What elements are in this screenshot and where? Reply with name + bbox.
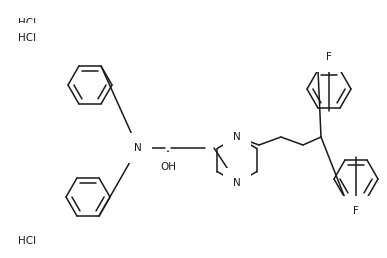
Text: F: F	[353, 206, 359, 216]
Text: F: F	[326, 52, 332, 62]
Text: HCl: HCl	[18, 236, 36, 246]
Text: OH: OH	[160, 162, 176, 172]
Text: N: N	[233, 132, 241, 142]
Text: N: N	[134, 143, 142, 153]
Text: HCl: HCl	[18, 18, 36, 28]
Text: N: N	[233, 178, 241, 188]
Text: HCl: HCl	[18, 33, 36, 43]
